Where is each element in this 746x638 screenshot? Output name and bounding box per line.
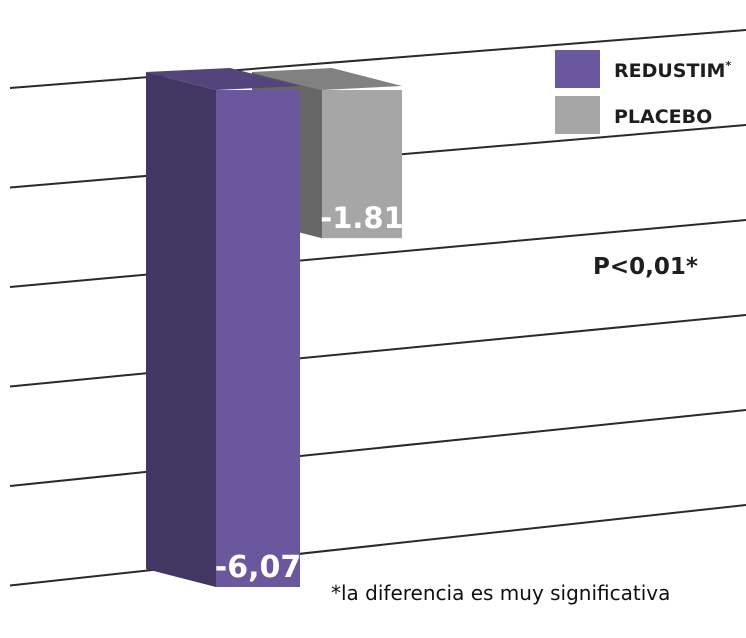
gridline [9, 409, 746, 487]
bars: -1.81 -6,07 [146, 68, 404, 587]
bar-top-face [146, 68, 300, 90]
data-label: -1.81 [320, 201, 404, 235]
gridline [9, 29, 746, 89]
gridline [9, 504, 746, 587]
bar-front-face [322, 90, 402, 239]
gridline [9, 314, 746, 388]
bar-redustim: -6,07 [146, 68, 301, 587]
bar-side-face [146, 72, 216, 587]
bar-front-face [216, 90, 300, 587]
legend-label: PLACEBO [614, 106, 712, 128]
legend-swatch [555, 50, 600, 88]
pvalue-annotation: P<0,01* [593, 254, 698, 280]
data-label: -6,07 [215, 550, 301, 585]
legend-label-suffix: * [725, 59, 731, 72]
legend-swatch [555, 96, 600, 134]
legend-label: REDUSTIM* [614, 59, 731, 82]
legend: REDUSTIM* PLACEBO [555, 50, 731, 134]
gridline [9, 219, 746, 288]
gridlines [9, 29, 746, 587]
footnote-text: *la diferencia es muy significativa [331, 581, 670, 605]
bar-top-face [252, 68, 402, 90]
